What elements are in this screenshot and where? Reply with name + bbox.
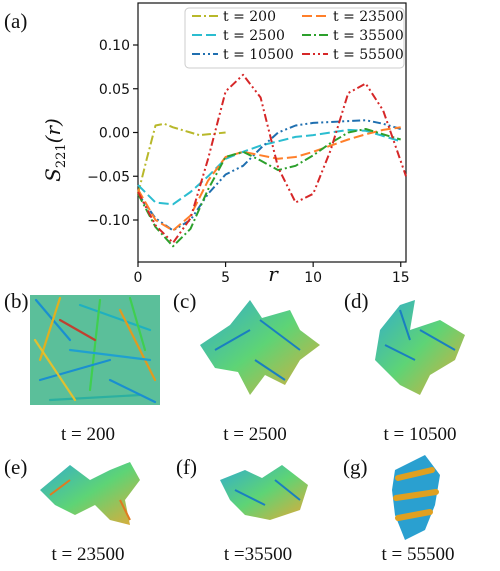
rod-cluster-e — [40, 462, 140, 525]
panel-label-b: (b) — [4, 289, 29, 313]
legend-label: t = 55500 — [333, 47, 404, 63]
series-line — [137, 73, 407, 244]
caption-e: t = 23500 — [52, 544, 125, 565]
series-line — [137, 128, 401, 206]
rod-texture-e — [49, 479, 131, 521]
snapshot-f — [220, 465, 308, 520]
x-tick-label: 5 — [221, 270, 230, 286]
y-axis-label: S221(r) — [41, 118, 69, 182]
series-line — [137, 128, 401, 248]
panel-label-c: (c) — [173, 289, 196, 313]
x-axis-label: r — [268, 262, 279, 286]
panel-label-e: (e) — [4, 455, 27, 479]
series-layer — [137, 73, 407, 248]
panel-label-d: (d) — [344, 289, 369, 313]
x-tick-label: 0 — [134, 270, 143, 286]
rod-bands-g — [393, 467, 439, 521]
caption-g: t = 55500 — [382, 544, 455, 565]
y-tick-label: −0.10 — [87, 213, 130, 229]
y-tick-label: 0.05 — [99, 82, 130, 98]
legend-label: t = 200 — [223, 9, 276, 25]
x-tick-label: 15 — [392, 270, 410, 286]
caption-d: t = 10500 — [384, 424, 457, 445]
rod-cluster-f — [220, 465, 308, 520]
rod-cluster-d — [375, 300, 465, 395]
snapshot-c — [200, 300, 320, 395]
y-tick-label: 0.00 — [99, 126, 130, 142]
caption-c: t = 2500 — [223, 424, 287, 445]
snapshot-d — [375, 300, 465, 395]
y-tick-label: −0.05 — [87, 169, 130, 185]
rod-cluster-c — [200, 300, 320, 395]
rod-texture-c — [214, 319, 301, 381]
panel-label-a: (a) — [4, 9, 27, 33]
legend: t = 200 t = 23500 t = 2500 t = 35500 t = 105… — [184, 7, 405, 69]
rod-texture-d — [384, 309, 456, 361]
y-axis-label-subscript: 221 — [54, 143, 69, 168]
snapshot-g — [392, 455, 440, 540]
snapshot-b — [30, 295, 160, 405]
y-axis-label-group: S221(r) — [41, 118, 69, 182]
series-line — [137, 126, 401, 232]
legend-label: t = 10500 — [223, 47, 294, 63]
y-tick-label: 0.10 — [99, 38, 130, 54]
caption-f: t =35500 — [224, 544, 292, 565]
caption-b: t = 200 — [61, 424, 115, 445]
legend-label: t = 23500 — [333, 9, 404, 25]
legend-label: t = 2500 — [223, 28, 285, 44]
axis-ticks: 0 5 10 15 0.10 0.05 0.00 −0.05 −0.10 — [87, 38, 410, 286]
snapshot-e — [40, 462, 140, 525]
series-line — [137, 119, 401, 232]
rod-texture-b — [33, 296, 157, 404]
rod-texture-f — [234, 479, 301, 506]
panel-label-f: (f) — [176, 455, 197, 479]
legend-label: t = 35500 — [333, 28, 404, 44]
legend-box — [184, 7, 405, 69]
x-tick-label: 10 — [304, 270, 322, 286]
panel-label-g: (g) — [343, 455, 368, 479]
series-line — [137, 122, 226, 195]
